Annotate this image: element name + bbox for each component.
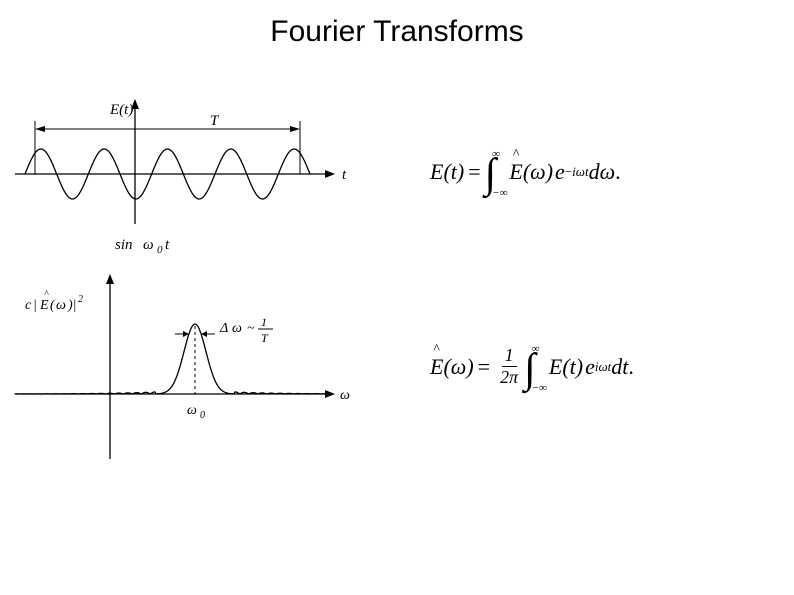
eq1-diff: dω [589, 159, 616, 185]
content-grid: E(t)tTsin ω0t E(t) = ∫ ∞ −∞ E(ω)e−iωtdω.… [0, 79, 794, 469]
eq1-upper-limit: ∞ [492, 149, 507, 160]
svg-text:1: 1 [261, 315, 267, 329]
eq1-lhs: E(t) [430, 159, 464, 185]
svg-text:ω: ω [143, 237, 154, 253]
svg-text:c: c [25, 298, 32, 313]
eq2-upper-limit: ∞ [532, 344, 547, 355]
eq2-lhs: E [430, 354, 443, 380]
svg-text:Δ: Δ [219, 321, 228, 336]
equation-forward-transform: E(ω) = 1 2π ∫ ∞ −∞ E(t)eiωtdt. [370, 264, 794, 469]
eq1-lower-limit: −∞ [492, 188, 507, 199]
svg-text:t: t [165, 237, 170, 253]
svg-text:)|: )| [67, 298, 77, 313]
sine-wave-chart: E(t)tTsin ω0t [0, 79, 370, 264]
svg-text:ω: ω [56, 298, 66, 313]
svg-text:T: T [261, 331, 269, 345]
svg-text:0: 0 [200, 410, 205, 421]
svg-text:ω: ω [340, 388, 350, 403]
svg-text:sin: sin [115, 237, 133, 253]
svg-text:ω: ω [187, 403, 197, 418]
svg-text:ω: ω [232, 321, 242, 336]
page-title: Fourier Transforms [0, 0, 794, 49]
svg-text:E: E [39, 298, 49, 313]
svg-text:T: T [210, 113, 220, 129]
svg-text:2: 2 [78, 294, 83, 305]
svg-text:E(t): E(t) [109, 102, 133, 118]
eq2-den: 2π [497, 367, 521, 388]
eq2-num: 1 [502, 345, 517, 367]
eq2-diff: dt [611, 354, 628, 380]
eq1-integrand: E [509, 159, 522, 185]
svg-text:0: 0 [157, 244, 163, 256]
eq2-integrand: E(t) [549, 354, 583, 380]
svg-text:~: ~ [247, 321, 255, 336]
eq2-lower-limit: −∞ [532, 383, 547, 394]
spectrum-chart: c|^E(ω)|2ωω0Δω~1T [0, 264, 370, 469]
svg-text:|: | [33, 298, 37, 313]
svg-text:t: t [342, 167, 347, 183]
equation-inverse-transform: E(t) = ∫ ∞ −∞ E(ω)e−iωtdω. [370, 79, 794, 264]
